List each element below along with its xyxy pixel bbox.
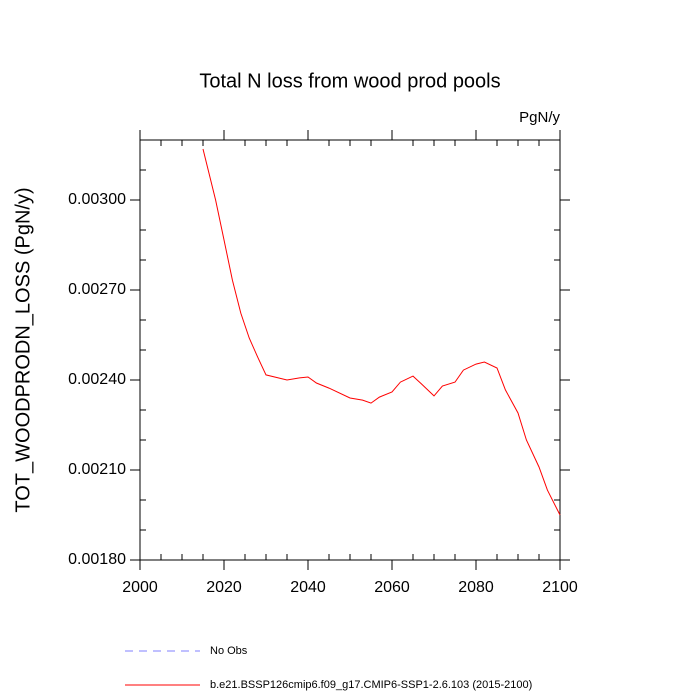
- y-axis-label: TOT_WOODPRODN_LOSS (PgN/y): [12, 187, 34, 512]
- y-tick-label: 0.00270: [68, 281, 126, 298]
- y-tick-label: 0.00240: [68, 371, 126, 388]
- y-tick-label: 0.00210: [68, 461, 126, 478]
- chart-subtitle: PgN/y: [519, 109, 560, 126]
- x-tick-label: 2060: [374, 579, 410, 596]
- y-tick-label: 0.00300: [68, 191, 126, 208]
- legend-label: No Obs: [210, 645, 248, 657]
- x-tick-label: 2040: [290, 579, 326, 596]
- x-tick-label: 2020: [206, 579, 242, 596]
- plot-frame: [139, 139, 561, 561]
- x-tick-label: 2100: [542, 579, 578, 596]
- x-tick-label: 2000: [122, 579, 158, 596]
- data-line: [202, 148, 561, 516]
- x-tick-label: 2080: [458, 579, 494, 596]
- legend-label: b.e21.BSSP126cmip6.f09_g17.CMIP6-SSP1-2.…: [210, 679, 532, 691]
- chart-title: Total N loss from wood prod pools: [199, 70, 500, 92]
- y-tick-label: 0.00180: [68, 551, 126, 568]
